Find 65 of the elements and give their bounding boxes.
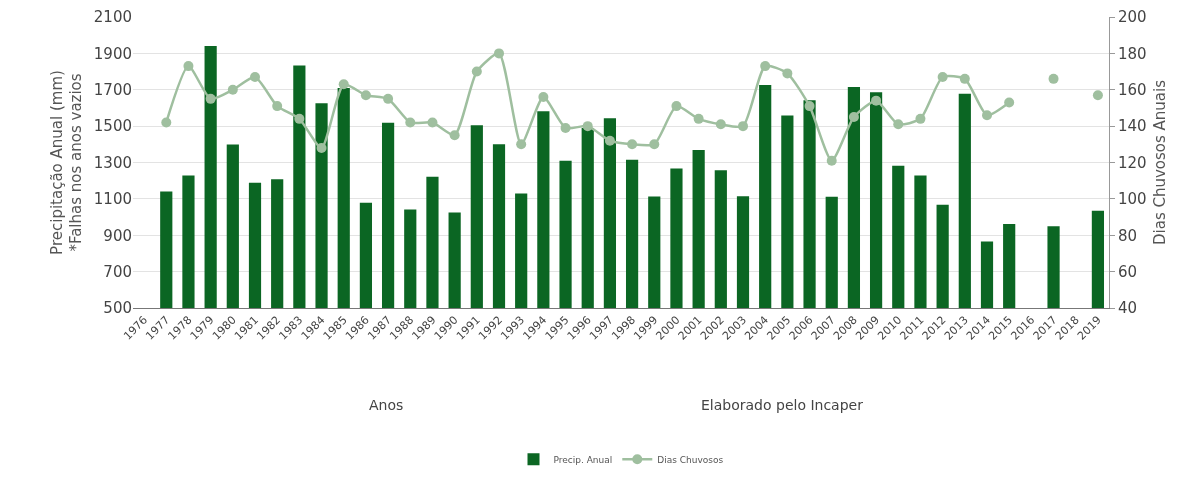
point <box>937 72 948 83</box>
point <box>405 117 416 128</box>
point <box>560 122 571 133</box>
point <box>582 121 593 132</box>
point <box>161 117 172 128</box>
point <box>1092 90 1103 101</box>
y2-tick-label: 80 <box>1118 226 1138 245</box>
y2-tick-label: 60 <box>1118 262 1138 281</box>
point <box>871 95 882 106</box>
point <box>227 84 238 95</box>
y-tick-label: 2100 <box>93 8 132 27</box>
point <box>338 79 349 90</box>
y2-tick-label: 100 <box>1118 190 1147 209</box>
y-tick-label: 700 <box>103 262 132 281</box>
point <box>715 119 726 130</box>
y-tick-label: 500 <box>103 299 132 318</box>
point <box>760 61 771 72</box>
point <box>782 68 793 79</box>
point <box>649 139 660 150</box>
point <box>804 101 815 112</box>
legend-label: Precip. Anual <box>553 454 613 465</box>
y-tick-label: 1700 <box>93 81 132 99</box>
point <box>915 113 926 124</box>
point <box>693 113 704 124</box>
point <box>360 90 371 101</box>
y-tick-label: 1500 <box>93 117 132 136</box>
point <box>671 101 682 112</box>
point <box>272 101 283 112</box>
y2-tick-label: 40 <box>1118 299 1138 318</box>
point <box>471 66 482 77</box>
point <box>826 155 837 166</box>
y-tick-label: 1100 <box>93 190 132 209</box>
point <box>604 135 615 146</box>
point <box>383 93 394 104</box>
point <box>738 121 748 132</box>
y-tick-label: 1900 <box>93 44 132 63</box>
y-tick-label: 1300 <box>93 153 132 172</box>
y2-tick-label: 120 <box>1118 153 1147 172</box>
y2-tick-label: 200 <box>1118 8 1147 27</box>
y-axis-title: Precipitação Anual (mm) *Falhas nos anos vazios <box>47 70 86 255</box>
point <box>494 48 504 59</box>
text: Elaborado pelo Incaper <box>701 397 864 413</box>
point <box>294 113 305 124</box>
point <box>1004 97 1015 108</box>
point <box>516 139 527 150</box>
point <box>316 142 327 153</box>
point <box>427 117 438 128</box>
y2-tick-label: 160 <box>1118 81 1147 99</box>
y2-tick-label: 180 <box>1118 44 1147 63</box>
point <box>250 72 260 83</box>
y2-axis-title: Dias Chuvosos Anuais <box>1150 79 1169 246</box>
point <box>449 130 460 141</box>
point <box>959 73 970 84</box>
y-tick-label: 900 <box>103 226 132 245</box>
point <box>1048 73 1059 84</box>
x-axis-title: Anos <box>369 397 404 413</box>
point <box>183 61 194 72</box>
y2-tick-label: 140 <box>1118 117 1147 136</box>
point <box>893 119 904 130</box>
point <box>538 92 549 103</box>
point <box>982 110 992 121</box>
point <box>848 112 859 123</box>
legend-label: Dias Chuvosos <box>657 454 724 465</box>
point <box>205 93 216 104</box>
point <box>627 139 638 150</box>
